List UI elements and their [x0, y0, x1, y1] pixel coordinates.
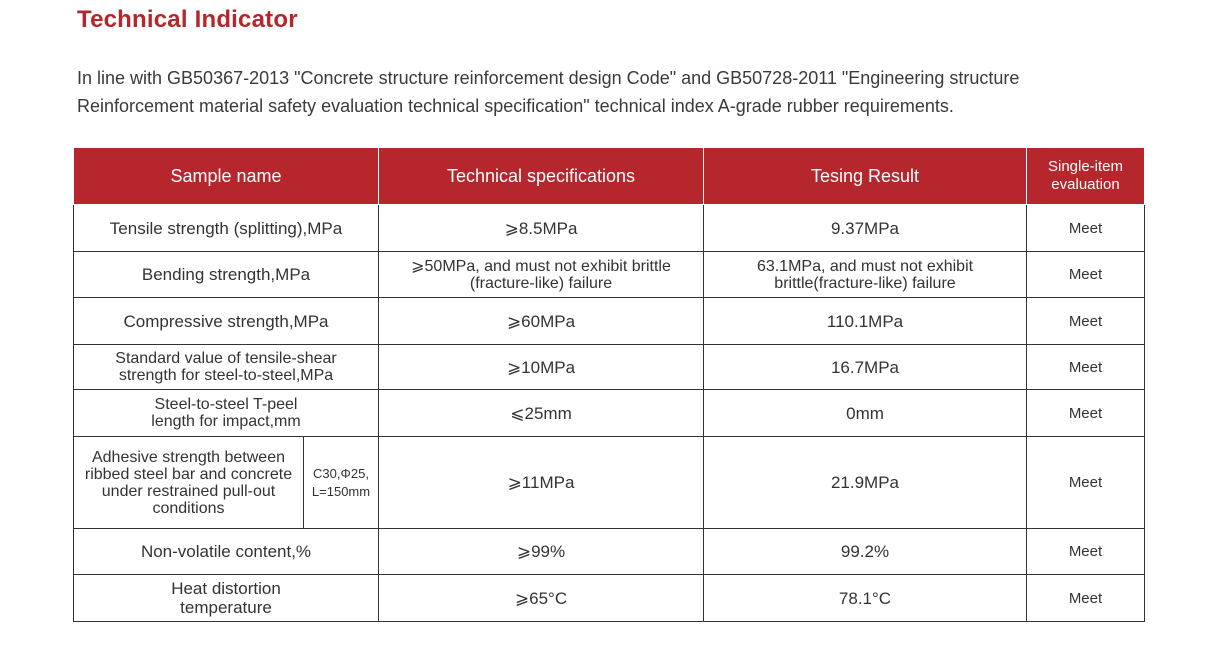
header-testing-result: Tesing Result — [703, 147, 1027, 205]
row-spec-line1: ⩾50MPa, and must not exhibit brittle — [411, 257, 671, 275]
table-row: Non-volatile content,% ⩾99% 99.2% Meet — [73, 528, 1145, 575]
header-sample-name: Sample name — [73, 147, 379, 205]
table-row: Adhesive strength between ribbed steel ba… — [73, 436, 1145, 529]
row-evaluation: Meet — [1026, 436, 1145, 529]
row-name-line4: conditions — [152, 499, 225, 517]
row-name-line1: Heat distortion — [171, 579, 281, 598]
row-name-line3: under restrained pull-out — [101, 482, 276, 500]
header-eval-line1: Single-item — [1047, 158, 1124, 175]
row-sample-name: Heat distortion temperature — [73, 574, 379, 622]
page-title: Technical Indicator — [77, 6, 298, 33]
row-spec: ⩾50MPa, and must not exhibit brittle (fra… — [378, 251, 704, 298]
row-result: 21.9MPa — [703, 436, 1027, 529]
row-name-line2: strength for steel-to-steel,MPa — [118, 367, 334, 384]
row-spec: ⩾99% — [378, 528, 704, 575]
row-name-line2: ribbed steel bar and concrete — [84, 465, 293, 483]
table-row: Compressive strength,MPa ⩾60MPa 110.1MPa… — [73, 297, 1145, 345]
header-technical-specifications: Technical specifications — [378, 147, 704, 205]
row-name-line2: temperature — [180, 598, 272, 617]
row-evaluation: Meet — [1026, 344, 1145, 390]
table-header-row: Sample name Technical specifications Tes… — [73, 147, 1145, 205]
row-sample-name: Adhesive strength between ribbed steel ba… — [73, 436, 304, 529]
row-evaluation: Meet — [1026, 251, 1145, 298]
condition-line1: C30,Φ25, — [313, 465, 369, 481]
header-eval-line2: evaluation — [1051, 176, 1120, 193]
table-row: Standard value of tensile-shear strength … — [73, 344, 1145, 390]
row-spec: ⩾65°C — [378, 574, 704, 622]
row-result: 63.1MPa, and must not exhibit brittle(fra… — [703, 251, 1027, 298]
technical-indicator-table: Sample name Technical specifications Tes… — [73, 147, 1145, 622]
row-sample-name: Compressive strength,MPa — [73, 297, 379, 345]
header-single-item-evaluation: Single-item evaluation — [1026, 147, 1145, 205]
row-result: 99.2% — [703, 528, 1027, 575]
row-spec: ⩽25mm — [378, 389, 704, 437]
row-sample-name: Tensile strength (splitting),MPa — [73, 204, 379, 252]
row-result: 0mm — [703, 389, 1027, 437]
row-sample-name: Standard value of tensile-shear strength … — [73, 344, 379, 390]
row-name-line2: length for impact,mm — [151, 413, 301, 430]
row-spec-line2: (fracture-like) failure — [469, 274, 613, 292]
row-sample-name: Bending strength,MPa — [73, 251, 379, 298]
row-result: 110.1MPa — [703, 297, 1027, 345]
row-name-line1: Standard value of tensile-shear — [115, 350, 337, 367]
intro-paragraph: In line with GB50367-2013 "Concrete stru… — [77, 68, 1020, 116]
row-result: 9.37MPa — [703, 204, 1027, 252]
row-evaluation: Meet — [1026, 528, 1145, 575]
row-evaluation: Meet — [1026, 574, 1145, 622]
table-row: Tensile strength (splitting),MPa ⩾8.5MPa… — [73, 204, 1145, 252]
row-result: 78.1°C — [703, 574, 1027, 622]
row-spec: ⩾60MPa — [378, 297, 704, 345]
row-spec: ⩾11MPa — [378, 436, 704, 529]
row-test-condition: C30,Φ25, L=150mm — [303, 436, 379, 529]
condition-line2: L=150mm — [311, 483, 371, 499]
row-sample-name: Steel-to-steel T-peel length for impact,m… — [73, 389, 379, 437]
table-row: Bending strength,MPa ⩾50MPa, and must no… — [73, 251, 1145, 298]
row-name-line1: Steel-to-steel T-peel — [154, 396, 298, 413]
table-row: Heat distortion temperature ⩾65°C 78.1°C … — [73, 574, 1145, 622]
table-row: Steel-to-steel T-peel length for impact,m… — [73, 389, 1145, 437]
row-result: 16.7MPa — [703, 344, 1027, 390]
row-result-line1: 63.1MPa, and must not exhibit — [756, 257, 974, 275]
row-evaluation: Meet — [1026, 389, 1145, 437]
row-evaluation: Meet — [1026, 297, 1145, 345]
row-spec: ⩾8.5MPa — [378, 204, 704, 252]
row-evaluation: Meet — [1026, 204, 1145, 252]
row-result-line2: brittle(fracture-like) failure — [774, 274, 956, 292]
row-sample-name: Non-volatile content,% — [73, 528, 379, 575]
row-name-line1: Adhesive strength between — [91, 448, 285, 466]
row-spec: ⩾10MPa — [378, 344, 704, 390]
